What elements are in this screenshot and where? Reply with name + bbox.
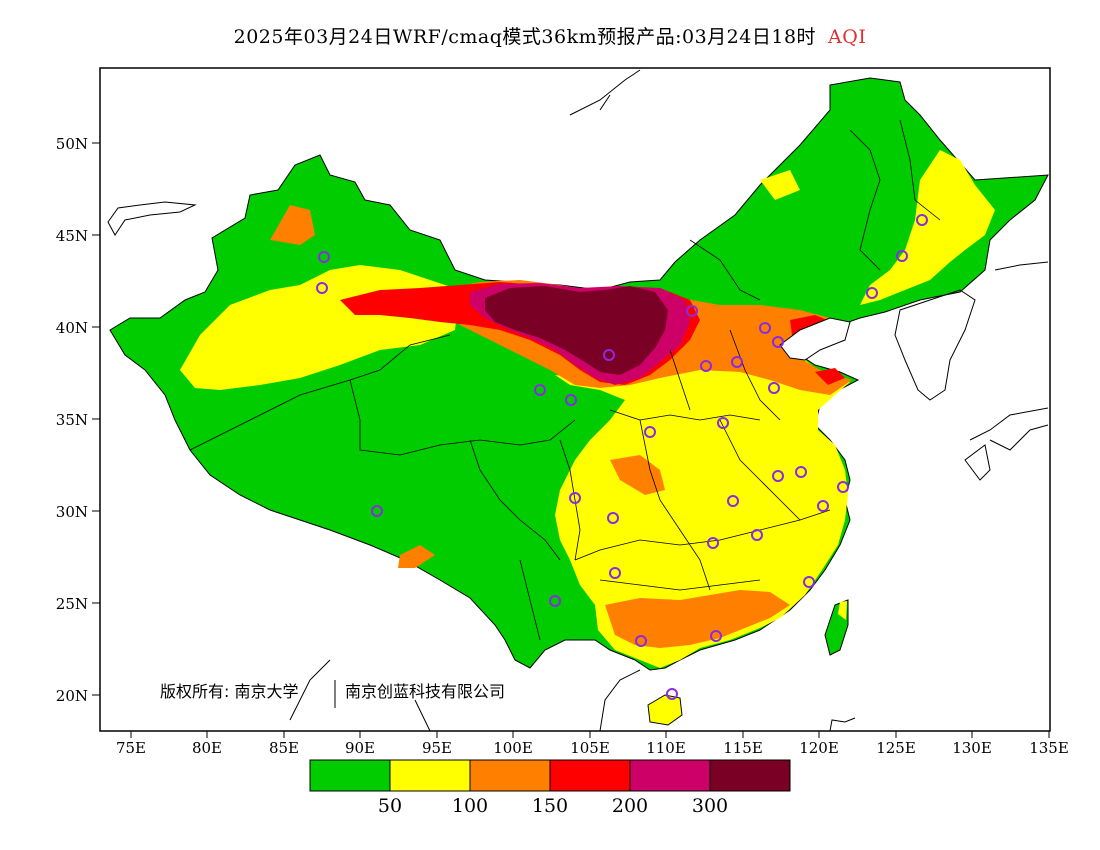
korea-outline [894,289,976,401]
station-marker [534,384,546,396]
lon-label-75e: 75E [116,739,146,757]
lat-label-30n: 30N [56,503,88,521]
station-marker [759,322,771,334]
station-marker [603,349,615,361]
legend-label-150: 150 [532,795,568,817]
legend-label-50: 50 [378,795,402,817]
station-markers [316,214,928,700]
legend-swatch-very-unhealthy [629,759,711,792]
lon-label-130e: 130E [952,739,992,757]
legend-colorbar [309,759,791,792]
bohai-outline [779,317,851,361]
station-marker [896,250,908,262]
lon-label-95e: 95E [422,739,452,757]
lon-label-105e: 105E [570,739,610,757]
station-marker [837,481,849,493]
lat-label-40n: 40N [56,319,88,337]
map-title: 2025年03月24日WRF/cmaq模式36km预报产品:03月24日18时 A… [0,22,1100,49]
latitude-axis [92,142,100,696]
lat-label-25n: 25N [56,595,88,613]
lon-label-110e: 110E [646,739,686,757]
station-marker [710,630,722,642]
copyright-text: 版权所有: 南京大学 [160,682,298,701]
copyright-org-text: 南京创蓝科技有限公司 [345,682,505,701]
station-marker [707,537,719,549]
title-product: AQI [828,26,867,48]
map-plot [107,69,1049,731]
station-marker [772,470,784,482]
aqi-sensitive-central [610,455,665,495]
lon-label-85e: 85E [269,739,299,757]
aqi-hazardous-core [485,286,668,375]
station-marker [717,417,729,429]
station-marker [795,466,807,478]
province-boundaries [189,119,941,641]
lat-label-45n: 45N [56,227,88,245]
lon-label-135e: 135E [1029,739,1069,757]
plot-frame [99,67,1051,732]
station-marker [316,282,328,294]
station-marker [609,567,621,579]
title-text: 2025年03月24日WRF/cmaq模式36km预报产品:03月24日18时 [233,26,817,48]
lon-label-125e: 125E [876,739,916,757]
aqi-sensitive-sichuan [398,545,435,568]
station-marker [727,495,739,507]
station-marker [803,576,815,588]
aqi-moderate-northeast-2 [760,170,800,200]
aqi-unhealthy-shandong [815,368,845,385]
philippines-outline [829,717,856,731]
station-marker [666,688,678,700]
station-marker [635,635,647,647]
legend-swatch-hazardous [709,759,791,792]
station-marker [549,595,561,607]
japan-outline [964,261,1049,481]
aqi-moderate-northeast [860,150,995,305]
lon-label-115e: 115E [723,739,763,757]
station-marker [772,336,784,348]
taiwan-yellow [838,601,847,620]
caspian-outline [107,201,197,236]
station-marker [768,382,780,394]
station-marker [569,492,581,504]
lat-label-35n: 35N [56,411,88,429]
longitude-axis [130,731,1050,738]
legend-swatch-moderate [389,759,471,792]
legend-swatch-unhealthy [549,759,631,792]
station-marker [817,500,829,512]
station-marker [916,214,928,226]
legend-label-300: 300 [692,795,728,817]
aqi-sensitive-xinjiang [270,205,315,245]
station-marker [751,529,763,541]
lat-label-20n: 20N [56,687,88,705]
station-marker [700,360,712,372]
station-marker [731,356,743,368]
hainan-island [647,694,683,726]
station-marker [318,251,330,263]
station-marker [686,305,698,317]
legend-swatch-good [309,759,391,792]
aqi-moderate-east [555,318,850,668]
russia-coast [569,69,641,116]
legend-label-200: 200 [612,795,648,817]
station-marker [644,426,656,438]
legend-swatch-sensitive [469,759,551,792]
lon-label-100e: 100E [493,739,533,757]
lon-label-80e: 80E [192,739,222,757]
lon-label-120e: 120E [799,739,839,757]
lon-label-90e: 90E [345,739,375,757]
station-marker [371,505,383,517]
lat-label-50n: 50N [56,135,88,153]
station-marker [866,287,878,299]
station-marker [565,394,577,406]
aqi-sensitive-south [605,590,790,648]
indochina-outline [289,659,641,731]
legend-label-100: 100 [452,795,488,817]
station-marker [607,512,619,524]
